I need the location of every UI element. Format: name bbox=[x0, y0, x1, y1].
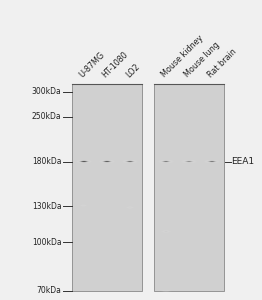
Text: 180kDa: 180kDa bbox=[32, 157, 62, 166]
Text: 70kDa: 70kDa bbox=[37, 286, 62, 296]
Bar bbox=[72, 84, 142, 291]
Text: LO2: LO2 bbox=[124, 62, 141, 80]
Text: 250kDa: 250kDa bbox=[32, 112, 62, 122]
Text: Mouse lung: Mouse lung bbox=[183, 41, 221, 80]
Bar bbox=[154, 84, 224, 291]
Text: 130kDa: 130kDa bbox=[32, 202, 62, 211]
Text: EEA1: EEA1 bbox=[231, 157, 254, 166]
Text: 100kDa: 100kDa bbox=[32, 238, 62, 247]
Text: HT-1080: HT-1080 bbox=[101, 50, 130, 80]
Text: Mouse kidney: Mouse kidney bbox=[159, 34, 205, 80]
Text: 300kDa: 300kDa bbox=[32, 88, 62, 97]
Text: Rat brain: Rat brain bbox=[206, 47, 238, 80]
Text: U-87MG: U-87MG bbox=[77, 50, 106, 80]
